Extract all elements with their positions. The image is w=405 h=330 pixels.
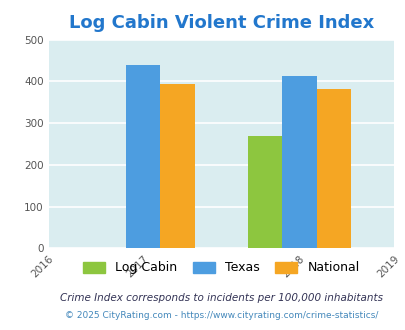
Legend: Log Cabin, Texas, National: Log Cabin, Texas, National — [83, 261, 359, 275]
Bar — [316, 89, 351, 248]
Bar — [125, 65, 160, 248]
Text: Crime Index corresponds to incidents per 100,000 inhabitants: Crime Index corresponds to incidents per… — [60, 293, 382, 303]
Bar — [160, 84, 194, 248]
Bar — [282, 76, 316, 248]
Title: Log Cabin Violent Crime Index: Log Cabin Violent Crime Index — [68, 15, 373, 32]
Bar — [247, 137, 282, 248]
Text: © 2025 CityRating.com - https://www.cityrating.com/crime-statistics/: © 2025 CityRating.com - https://www.city… — [64, 311, 377, 320]
